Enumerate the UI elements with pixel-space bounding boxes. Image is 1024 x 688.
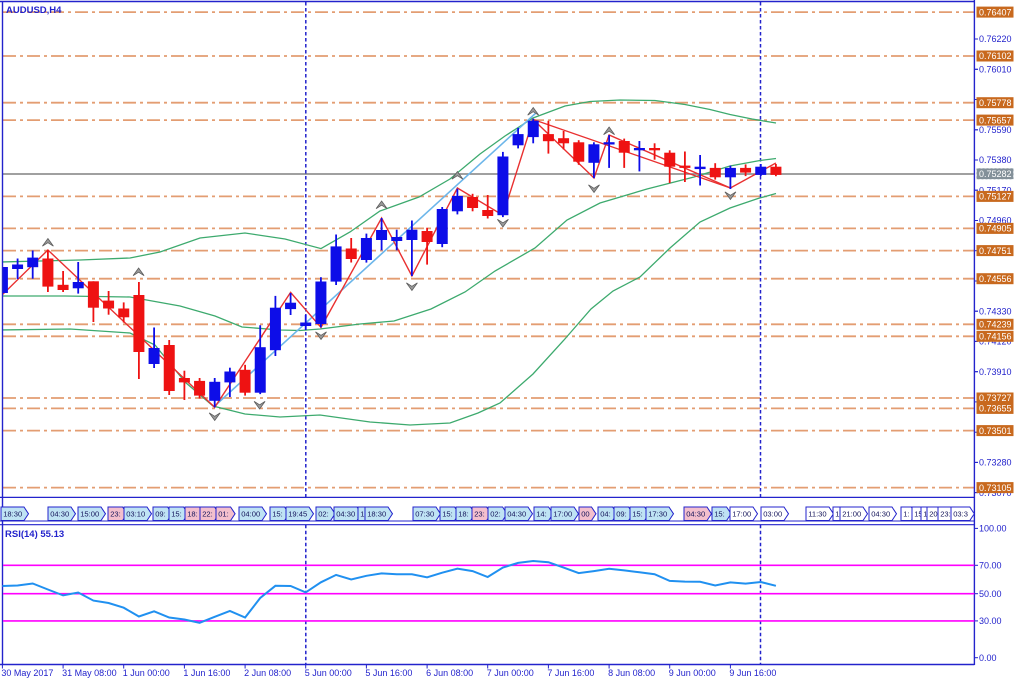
svg-text:0.75657: 0.75657 (979, 115, 1012, 125)
svg-text:9 Jun 16:00: 9 Jun 16:00 (729, 668, 776, 678)
svg-text:70.00: 70.00 (979, 561, 1002, 571)
svg-text:0.76010: 0.76010 (979, 65, 1012, 75)
svg-text:23:: 23: (110, 510, 121, 519)
svg-text:03:00: 03:00 (763, 510, 782, 519)
svg-text:17:00: 17:00 (553, 510, 572, 519)
svg-text:04:30: 04:30 (507, 510, 526, 519)
svg-text:23:: 23: (474, 510, 485, 519)
svg-text:31 May 08:00: 31 May 08:00 (62, 668, 117, 678)
svg-text:0.75127: 0.75127 (979, 192, 1012, 202)
svg-text:0.74960: 0.74960 (979, 216, 1012, 226)
svg-text:15:00: 15:00 (80, 510, 99, 519)
svg-text:22:: 22: (202, 510, 213, 519)
svg-text:0.75590: 0.75590 (979, 125, 1012, 135)
svg-text:0.74751: 0.74751 (979, 246, 1012, 256)
svg-text:00: 00 (581, 510, 589, 519)
svg-text:0.74330: 0.74330 (979, 306, 1012, 316)
svg-text:04:: 04: (600, 510, 611, 519)
svg-text:5 Jun 00:00: 5 Jun 00:00 (305, 668, 352, 678)
svg-text:18:: 18: (187, 510, 198, 519)
svg-text:0.73501: 0.73501 (979, 426, 1012, 436)
svg-text:04:30: 04:30 (336, 510, 355, 519)
svg-text:50.00: 50.00 (979, 589, 1002, 599)
svg-text:18:30: 18:30 (367, 510, 386, 519)
svg-text:AUDUSD,H4: AUDUSD,H4 (6, 5, 62, 16)
svg-text:01:: 01: (218, 510, 229, 519)
svg-text:7 Jun 16:00: 7 Jun 16:00 (547, 668, 594, 678)
svg-text:04:30: 04:30 (871, 510, 890, 519)
svg-text:15:: 15: (272, 510, 283, 519)
svg-text:0.73105: 0.73105 (979, 483, 1012, 493)
svg-text:17:00: 17:00 (732, 510, 751, 519)
svg-text:15: 15 (914, 510, 922, 519)
svg-text:21:00: 21:00 (842, 510, 861, 519)
svg-text:0.73727: 0.73727 (979, 393, 1012, 403)
svg-text:18:: 18: (458, 510, 469, 519)
svg-text:8 Jun 08:00: 8 Jun 08:00 (608, 668, 655, 678)
svg-text:0.76102: 0.76102 (979, 51, 1012, 61)
svg-text:9 Jun 00:00: 9 Jun 00:00 (669, 668, 716, 678)
svg-text:18:30: 18:30 (3, 510, 22, 519)
svg-text:11:30: 11:30 (808, 510, 826, 519)
svg-text:30 May 2017: 30 May 2017 (1, 668, 53, 678)
svg-text:0.74905: 0.74905 (979, 224, 1012, 234)
svg-text:30.00: 30.00 (979, 616, 1002, 626)
svg-text:1: 1 (923, 510, 927, 519)
svg-text:15:: 15: (632, 510, 643, 519)
svg-text:20: 20 (929, 510, 937, 519)
svg-text:0.73280: 0.73280 (979, 458, 1012, 468)
svg-text:100.00: 100.00 (979, 524, 1007, 534)
svg-text:02:: 02: (318, 510, 329, 519)
svg-text:0.76407: 0.76407 (979, 7, 1012, 17)
svg-text:04:30: 04:30 (50, 510, 69, 519)
svg-text:0.73655: 0.73655 (979, 404, 1012, 414)
svg-text:04:00: 04:00 (241, 510, 260, 519)
svg-text:15:: 15: (714, 510, 725, 519)
svg-text:1:: 1: (903, 510, 909, 519)
svg-text:0.75778: 0.75778 (979, 98, 1012, 108)
svg-text:15:: 15: (442, 510, 453, 519)
svg-text:1: 1 (835, 510, 839, 519)
svg-text:19:45: 19:45 (288, 510, 307, 519)
svg-text:6 Jun 08:00: 6 Jun 08:00 (426, 668, 473, 678)
svg-text:02:: 02: (490, 510, 501, 519)
svg-text:0.75380: 0.75380 (979, 155, 1012, 165)
svg-text:0.00: 0.00 (979, 653, 997, 663)
svg-text:03:3: 03:3 (953, 510, 968, 519)
svg-text:7 Jun 00:00: 7 Jun 00:00 (487, 668, 534, 678)
svg-text:1 Jun 00:00: 1 Jun 00:00 (123, 668, 170, 678)
svg-text:0.73910: 0.73910 (979, 367, 1012, 377)
svg-text:0.74239: 0.74239 (979, 320, 1012, 330)
svg-text:RSI(14) 55.13: RSI(14) 55.13 (5, 529, 64, 540)
svg-text:0.75170: 0.75170 (979, 185, 1012, 195)
svg-text:2 Jun 08:00: 2 Jun 08:00 (244, 668, 291, 678)
svg-text:0.74556: 0.74556 (979, 274, 1012, 284)
svg-text:09:: 09: (616, 510, 627, 519)
svg-text:5 Jun 16:00: 5 Jun 16:00 (365, 668, 412, 678)
svg-text:09:: 09: (155, 510, 166, 519)
svg-text:1 Jun 16:00: 1 Jun 16:00 (183, 668, 230, 678)
svg-text:04:30: 04:30 (686, 510, 705, 519)
svg-text:07:30: 07:30 (415, 510, 434, 519)
svg-text:03:10: 03:10 (126, 510, 145, 519)
svg-text:23:: 23: (940, 510, 951, 519)
svg-text:17:30: 17:30 (648, 510, 667, 519)
svg-text:0.74156: 0.74156 (979, 332, 1012, 342)
svg-text:15:: 15: (171, 510, 182, 519)
svg-text:0.75282: 0.75282 (979, 169, 1012, 179)
svg-text:14:: 14: (536, 510, 547, 519)
svg-text:0.76220: 0.76220 (979, 34, 1012, 44)
